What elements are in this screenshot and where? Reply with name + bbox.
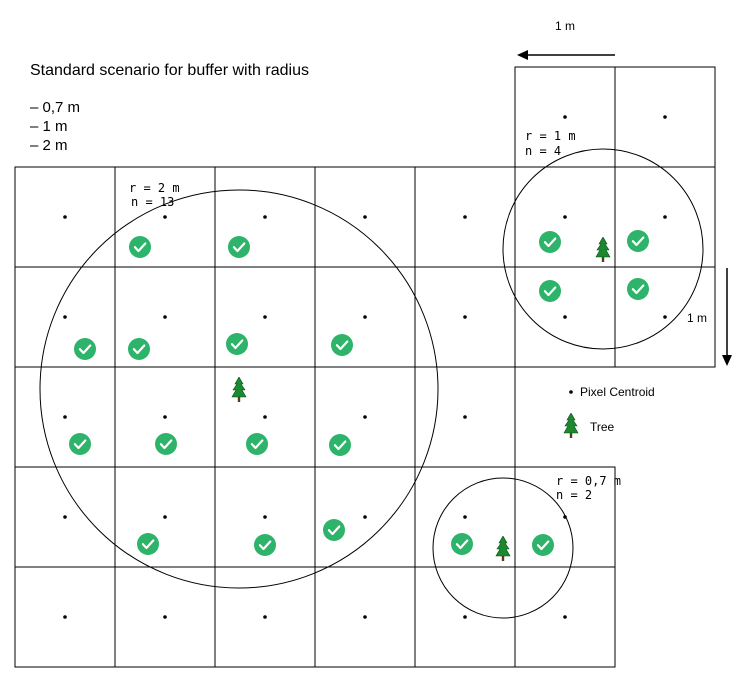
pixel-centroid: [363, 615, 367, 619]
check-icon: [128, 338, 150, 360]
check-icon: [254, 534, 276, 556]
pixel-centroid: [463, 315, 467, 319]
radius-item-2: – 2 m: [30, 137, 68, 154]
check-icon: [246, 433, 268, 455]
pixel-grid-main: [14, 166, 516, 668]
tree-icon: [231, 377, 247, 403]
pixel-centroid: [563, 115, 567, 119]
selected-pixels: [69, 230, 649, 556]
check-icon: [129, 236, 151, 258]
check-icon: [137, 533, 159, 555]
check-icon: [451, 533, 473, 555]
pixel-centroid: [563, 615, 567, 619]
tree-icon: [563, 413, 579, 439]
pixel-centroid: [163, 315, 167, 319]
buffer-r07-count: n = 2: [556, 488, 592, 502]
pixel-centroid: [363, 415, 367, 419]
buffer-r1-radius: r = 1 m: [525, 129, 576, 143]
pixel-centroid: [163, 615, 167, 619]
buffer-circle-r1: [502, 148, 704, 350]
pixel-centroid: [63, 615, 67, 619]
scale-top-label: 1 m: [555, 19, 575, 33]
scale-right-label: 1 m: [687, 311, 707, 325]
pixel-centroid: [463, 415, 467, 419]
scale-right-arrow: [722, 268, 732, 366]
pixel-centroid: [663, 215, 667, 219]
pixel-centroid: [663, 115, 667, 119]
buffer-circle-r07: [432, 477, 574, 619]
radius-item-07: – 0,7 m: [30, 99, 80, 116]
pixel-centroid: [263, 215, 267, 219]
buffer-r2-count: n = 13: [131, 195, 174, 209]
check-icon: [627, 278, 649, 300]
check-icon: [532, 534, 554, 556]
legend: Pixel Centroid Tree: [563, 385, 655, 439]
check-icon: [539, 231, 561, 253]
pixel-centroid: [363, 215, 367, 219]
pixel-centroid: [563, 215, 567, 219]
check-icon: [331, 334, 353, 356]
check-icon: [228, 236, 250, 258]
legend-centroid-label: Pixel Centroid: [580, 385, 655, 399]
pixel-centroid: [63, 215, 67, 219]
pixel-centroid: [263, 515, 267, 519]
pixel-centroids: [63, 115, 667, 619]
pixel-centroid: [263, 615, 267, 619]
buffer-circle-r2: [39, 189, 439, 589]
check-icon: [155, 433, 177, 455]
check-icon: [69, 433, 91, 455]
pixel-grid-top-right: [514, 66, 716, 368]
pixel-centroid: [163, 215, 167, 219]
check-icon: [627, 230, 649, 252]
legend-centroid-dot: [569, 390, 573, 394]
buffer-r1-count: n = 4: [525, 144, 561, 158]
pixel-centroid: [363, 315, 367, 319]
pixel-centroid: [263, 315, 267, 319]
pixel-cell: [614, 266, 716, 368]
tree-icon: [595, 237, 611, 263]
pixel-centroid: [363, 515, 367, 519]
pixel-centroid: [563, 315, 567, 319]
radius-item-1: – 1 m: [30, 118, 68, 135]
pixel-centroid: [463, 515, 467, 519]
check-icon: [74, 338, 96, 360]
pixel-centroid: [63, 315, 67, 319]
diagram-title: Standard scenario for buffer with radius: [30, 62, 309, 79]
tree-icon: [495, 536, 511, 562]
legend-tree-label: Tree: [590, 420, 615, 434]
scale-top-arrow: [517, 50, 615, 60]
pixel-centroid: [163, 515, 167, 519]
buffer-r07-radius: r = 0,7 m: [556, 474, 621, 488]
check-icon: [226, 333, 248, 355]
pixel-centroid: [463, 615, 467, 619]
pixel-centroid: [463, 215, 467, 219]
pixel-centroid: [163, 415, 167, 419]
check-icon: [329, 434, 351, 456]
buffer-r2-radius: r = 2 m: [129, 181, 180, 195]
pixel-centroid: [663, 315, 667, 319]
pixel-centroid: [63, 515, 67, 519]
pixel-centroid: [263, 415, 267, 419]
check-icon: [323, 519, 345, 541]
pixel-centroid: [63, 415, 67, 419]
check-icon: [539, 280, 561, 302]
